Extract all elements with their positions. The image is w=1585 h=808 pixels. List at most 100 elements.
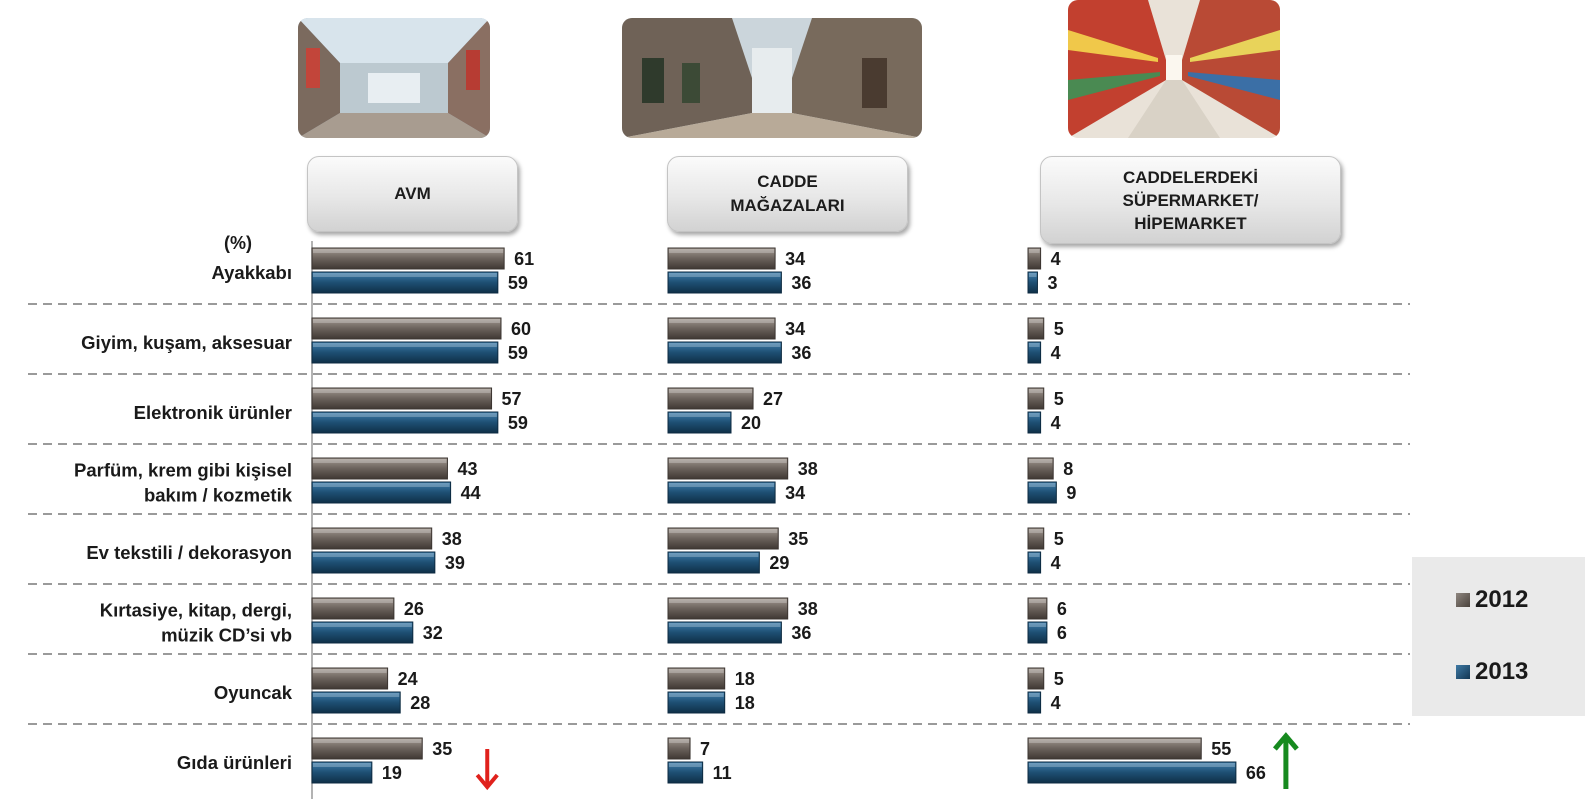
- data-label: 28: [410, 693, 430, 713]
- data-label: 43: [457, 459, 477, 479]
- data-label: 36: [791, 273, 811, 293]
- bar-2012: [667, 457, 789, 480]
- bar-highlight: [1029, 553, 1040, 557]
- bar-highlight: [1029, 599, 1046, 603]
- bar-highlight: [669, 483, 775, 487]
- data-label: 20: [741, 413, 761, 433]
- panel-header-line: AVM: [394, 184, 431, 203]
- category-label: bakım / kozmetik: [144, 485, 293, 506]
- bar-highlight: [1029, 389, 1043, 393]
- bar-2013: [667, 761, 704, 784]
- panel-header-lines: CADDE MAĞAZALARI: [730, 170, 844, 218]
- bar-2012: [1027, 527, 1045, 550]
- data-label: 29: [769, 553, 789, 573]
- category-label: Giyim, kuşam, aksesuar: [81, 332, 292, 353]
- bar-highlight: [1029, 529, 1043, 533]
- bar-highlight: [669, 529, 778, 533]
- legend: 2012 2013: [1412, 557, 1585, 716]
- bar-2012: [1027, 387, 1045, 410]
- panel-header-line: SÜPERMARKET/: [1122, 190, 1259, 210]
- bar-2012: [1027, 317, 1045, 340]
- data-label: 36: [791, 623, 811, 643]
- bar-highlight: [313, 599, 393, 603]
- bar-2012: [667, 247, 776, 270]
- bar-highlight: [313, 343, 497, 347]
- bar-highlight: [1029, 669, 1043, 673]
- bar-2012: [311, 527, 433, 550]
- supermarket-aisle-photo: [1068, 0, 1280, 138]
- data-label: 4: [1051, 249, 1061, 269]
- category-label: Oyuncak: [214, 682, 293, 703]
- category-label: Parfüm, krem gibi kişisel: [74, 460, 292, 481]
- data-label: 6: [1057, 623, 1067, 643]
- bar-2013: [1027, 481, 1057, 504]
- data-label: 34: [785, 249, 805, 269]
- bar-2013: [1027, 691, 1042, 714]
- data-label: 4: [1051, 693, 1061, 713]
- data-label: 27: [763, 389, 783, 409]
- data-label: 38: [798, 459, 818, 479]
- bar-2012: [667, 387, 754, 410]
- data-label: 32: [423, 623, 443, 643]
- data-label: 4: [1051, 343, 1061, 363]
- panel-header-lines: CADDELERDEKİ SÜPERMARKET/ HİPEMARKET: [1122, 166, 1258, 235]
- legend-label: 2012: [1475, 586, 1529, 613]
- bar-2013: [311, 481, 452, 504]
- data-label: 7: [700, 739, 710, 759]
- bar-highlight: [313, 553, 434, 557]
- bar-highlight: [313, 319, 500, 323]
- bar-highlight: [1029, 693, 1040, 697]
- bar-2012: [1027, 737, 1202, 760]
- data-label: 24: [398, 669, 418, 689]
- bar-highlight: [313, 669, 387, 673]
- bar-highlight: [313, 483, 450, 487]
- bar-highlight: [669, 553, 759, 557]
- bar-2012: [311, 667, 389, 690]
- data-label: 5: [1054, 669, 1064, 689]
- bar-highlight: [669, 623, 781, 627]
- bar-2012: [1027, 247, 1042, 270]
- bar-2013: [667, 271, 782, 294]
- arrow-up-icon: [1272, 732, 1299, 751]
- bar-2013: [1027, 411, 1042, 434]
- bar-2013: [667, 341, 782, 364]
- bar-2013: [311, 761, 373, 784]
- bar-2013: [1027, 341, 1042, 364]
- bar-2013: [667, 551, 760, 574]
- bar-2012: [667, 317, 776, 340]
- bar-highlight: [669, 389, 753, 393]
- bar-2012: [311, 457, 448, 480]
- data-label: 18: [735, 693, 755, 713]
- bar-2013: [1027, 551, 1042, 574]
- bar-2013: [1027, 621, 1048, 644]
- bar-2013: [667, 411, 732, 434]
- bar-highlight: [313, 529, 431, 533]
- bar-2013: [311, 341, 499, 364]
- data-label: 18: [735, 669, 755, 689]
- bar-highlight: [669, 459, 787, 463]
- panel-header-line: HİPEMARKET: [1134, 213, 1247, 233]
- data-label: 38: [798, 599, 818, 619]
- data-label: 66: [1246, 763, 1266, 783]
- bar-2012: [667, 667, 726, 690]
- bar-highlight: [1029, 413, 1040, 417]
- bar-2012: [311, 247, 505, 270]
- category-label: Elektronik ürünler: [134, 402, 292, 423]
- bar-highlight: [669, 273, 781, 277]
- data-label: 6: [1057, 599, 1067, 619]
- data-label: 59: [508, 343, 528, 363]
- bar-highlight: [1029, 763, 1235, 767]
- data-label: 57: [502, 389, 522, 409]
- bar-highlight: [1029, 739, 1201, 743]
- bar-highlight: [669, 693, 724, 697]
- bar-highlight: [313, 389, 491, 393]
- category-label: Ev tekstili / dekorasyon: [86, 542, 292, 563]
- shopping-mall-photo: [298, 18, 490, 138]
- bar-highlight: [669, 763, 702, 767]
- bar-2012: [1027, 667, 1045, 690]
- bar-highlight: [1029, 459, 1053, 463]
- bar-highlight: [313, 413, 497, 417]
- bar-highlight: [313, 459, 447, 463]
- panel-header-cadde-magazalari: CADDE MAĞAZALARI: [667, 156, 908, 232]
- panel-header-line: MAĞAZALARI: [730, 196, 845, 215]
